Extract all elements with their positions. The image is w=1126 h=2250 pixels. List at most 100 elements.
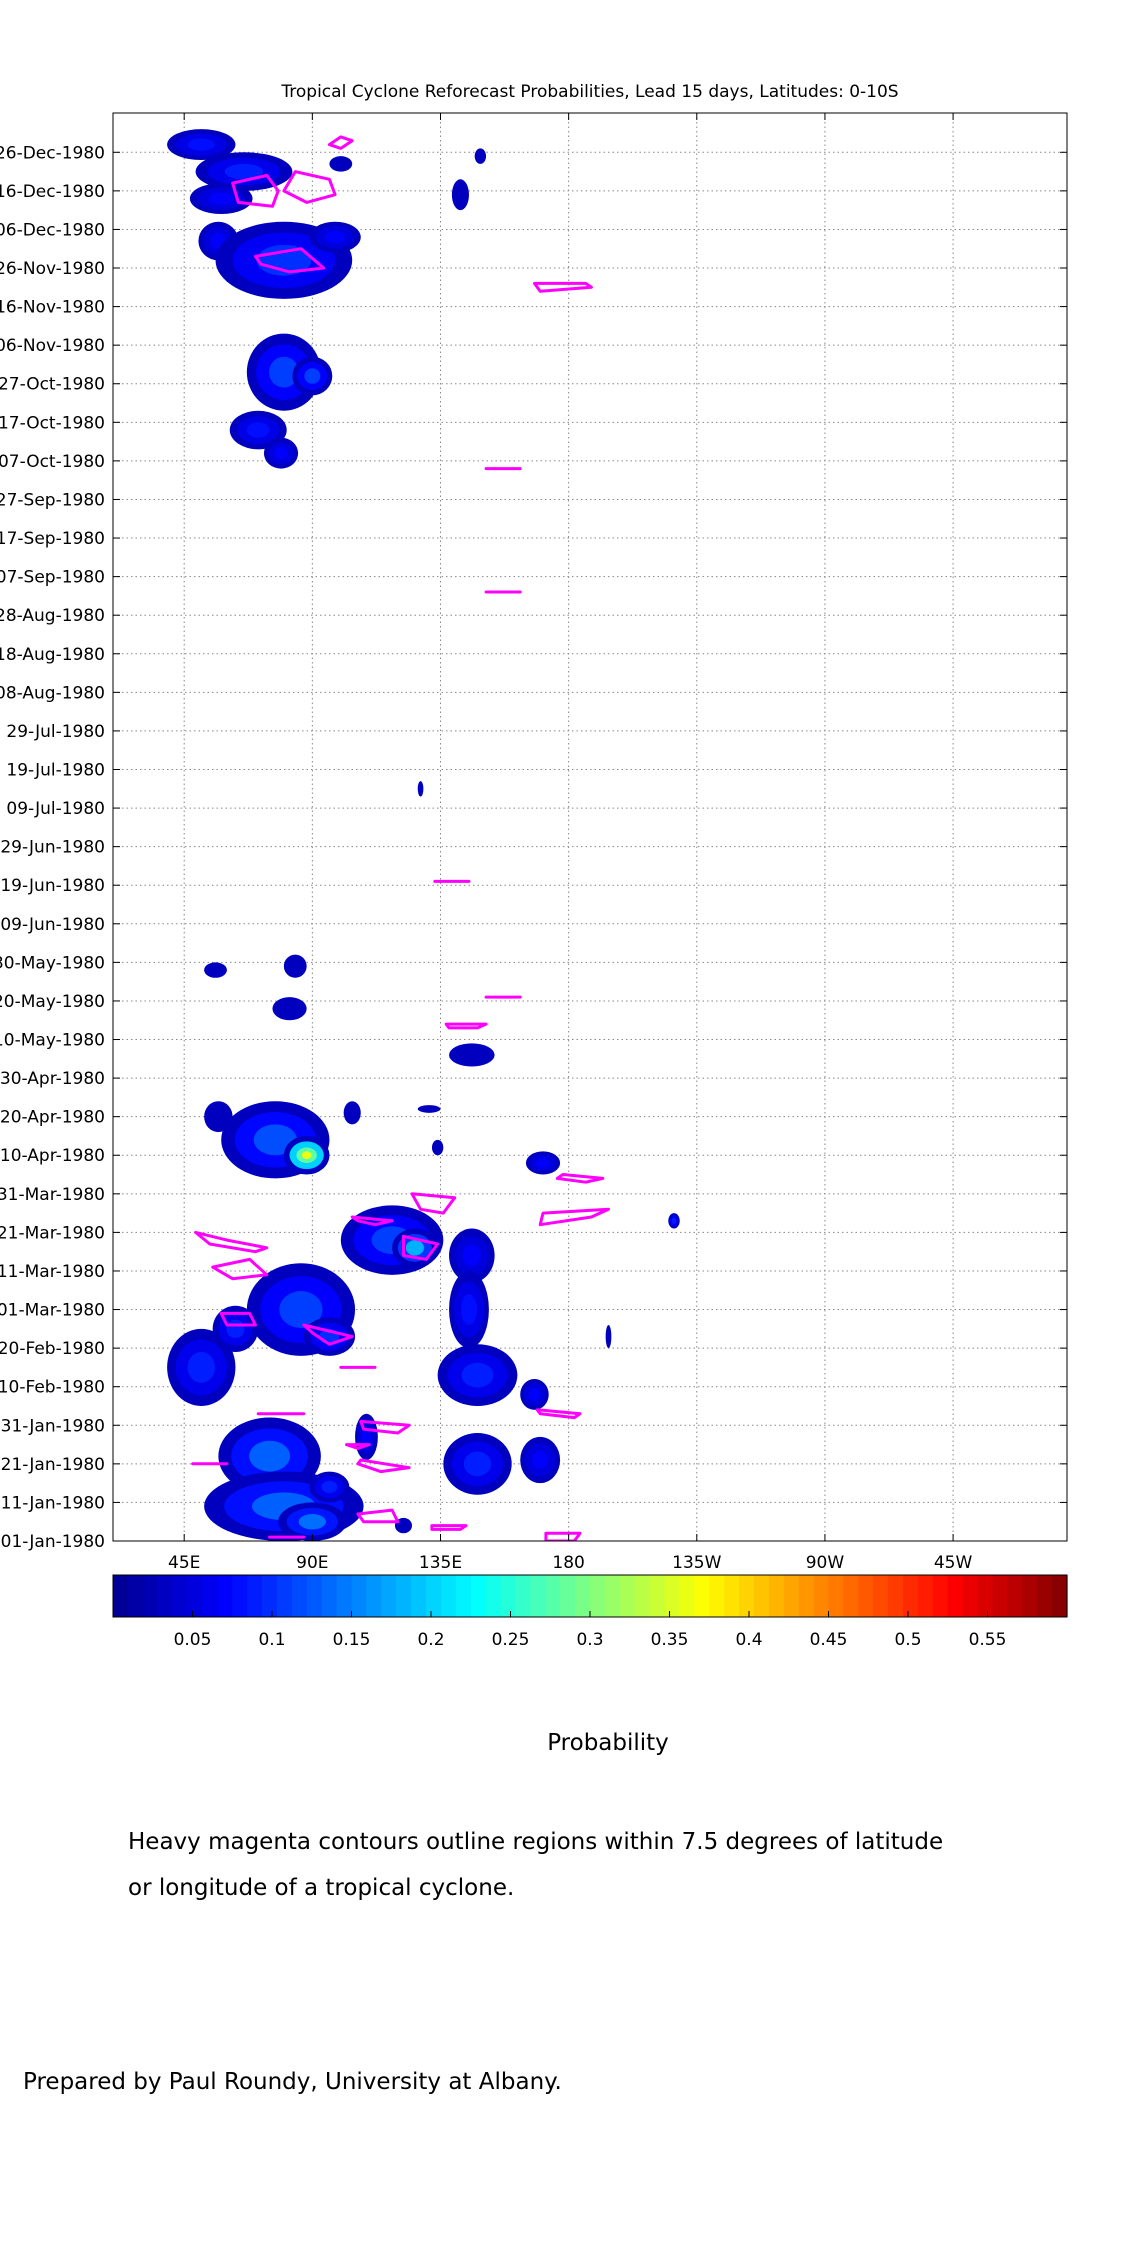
- y-tick-label: 29-Jun-1980: [0, 838, 105, 858]
- probability-blob: [272, 997, 307, 1021]
- colorbar-swatch: [560, 1575, 576, 1617]
- y-tick-label: 19-Jul-1980: [6, 760, 105, 780]
- y-tick-label: 20-Apr-1980: [0, 1108, 105, 1128]
- x-tick-label: 135W: [672, 1553, 721, 1573]
- colorbar-swatch: [411, 1575, 427, 1617]
- cyclone-contour: [327, 135, 354, 150]
- cyclone-contour: [402, 1234, 440, 1261]
- cyclone-contour: [555, 1173, 605, 1184]
- cyclone-contour: [356, 1508, 400, 1524]
- colorbar-tick-label: 0.2: [417, 1630, 444, 1650]
- colorbar-swatch: [1052, 1575, 1068, 1617]
- colorbar-swatch: [291, 1575, 308, 1617]
- colorbar-swatch: [664, 1575, 681, 1617]
- colorbar-swatch: [813, 1575, 830, 1617]
- probability-blob-peak: [269, 356, 299, 388]
- probability-blob: [204, 962, 227, 978]
- probability-blob-peak: [224, 163, 264, 180]
- colorbar-tick-label: 0.3: [576, 1630, 603, 1650]
- probability-blob: [449, 1043, 495, 1067]
- colorbar-tick-label: 0.55: [969, 1630, 1007, 1650]
- colorbar-swatch: [396, 1575, 412, 1617]
- colorbar-swatch: [843, 1575, 859, 1617]
- colorbar-swatch: [336, 1575, 353, 1617]
- probability-blob-peak: [187, 138, 215, 151]
- colorbar-swatch: [127, 1575, 144, 1617]
- colorbar-swatch: [381, 1575, 397, 1617]
- colorbar-swatch: [530, 1575, 546, 1617]
- probability-blob: [451, 179, 469, 211]
- y-tick-label: 10-May-1980: [0, 1031, 105, 1051]
- y-tick-label: 10-Feb-1980: [0, 1378, 105, 1398]
- y-tick-label: 17-Oct-1980: [0, 413, 105, 433]
- cyclone-contour: [194, 1230, 269, 1254]
- cyclone-contour: [231, 173, 280, 208]
- cyclone-contour: [211, 1257, 269, 1281]
- y-tick-label: 06-Dec-1980: [0, 220, 105, 240]
- colorbar-swatch: [217, 1575, 233, 1617]
- probability-blob-peak: [463, 1451, 492, 1477]
- colorbar-swatch: [276, 1575, 293, 1617]
- colorbar-tick-label: 0.35: [651, 1630, 689, 1650]
- colorbar-swatch: [649, 1575, 666, 1617]
- probability-blob-peak: [460, 1294, 477, 1325]
- colorbar-swatch: [232, 1575, 248, 1617]
- plot-frame: [112, 112, 1068, 1542]
- colorbar-swatch: [142, 1575, 159, 1617]
- colorbar-swatch: [739, 1575, 755, 1617]
- y-tick-label: 09-Jul-1980: [6, 799, 105, 819]
- colorbar-swatch: [619, 1575, 636, 1617]
- probability-blob-peak: [187, 1351, 215, 1383]
- colorbar-ticks: 0.05 0.1 0.15 0.2 0.25 0.3 0.35 0.4 0.45 0.5 0.55: [174, 1611, 1007, 1650]
- colorbar-swatch: [157, 1575, 174, 1617]
- colorbar-swatch: [515, 1575, 531, 1617]
- colorbar-tick-label: 0.25: [492, 1630, 530, 1650]
- y-tick-label: 27-Oct-1980: [0, 375, 105, 395]
- probability-blob-peak: [462, 1244, 481, 1267]
- cyclone-contour: [356, 1458, 411, 1474]
- colorbar-swatch: [485, 1575, 502, 1617]
- probability-blob-peak: [536, 1158, 550, 1168]
- credit-text: Prepared by Paul Roundy, University at A…: [23, 2069, 562, 2095]
- colorbar-swatch: [366, 1575, 382, 1617]
- x-tick-label: 90E: [296, 1553, 328, 1573]
- y-tick-label: 19-Jun-1980: [0, 876, 105, 896]
- cyclone-contour: [359, 1419, 411, 1435]
- colorbar-label: Probability: [547, 1730, 669, 1756]
- colorbar-swatch: [694, 1575, 710, 1617]
- y-tick-label: 30-May-1980: [0, 953, 105, 973]
- y-tick-label: 07-Sep-1980: [0, 568, 105, 588]
- probability-blob-peak: [361, 1427, 372, 1447]
- colorbar-swatch: [888, 1575, 904, 1617]
- y-tick-label: 01-Jan-1980: [1, 1532, 105, 1552]
- cyclone-contour: [345, 1443, 371, 1450]
- colorbar-swatch: [753, 1575, 770, 1617]
- colorbar-swatch: [306, 1575, 323, 1617]
- y-axis: 26-Dec-1980 16-Dec-1980 06-Dec-1980 26-Nov-…: [0, 143, 1067, 1552]
- probability-blob: [417, 1105, 441, 1113]
- colorbar-swatch: [247, 1575, 263, 1617]
- x-tick-label: 135E: [419, 1553, 462, 1573]
- cyclone-contour: [410, 1192, 457, 1215]
- colorbar-swatch: [903, 1575, 919, 1617]
- probability-blob-peak: [405, 1240, 424, 1256]
- caption: Heavy magenta contours outline regions w…: [128, 1819, 948, 1911]
- probability-blob-peak: [461, 1362, 494, 1388]
- cyclone-contour: [430, 1524, 468, 1531]
- y-tick-label: 17-Sep-1980: [0, 529, 105, 549]
- y-tick-label: 16-Dec-1980: [0, 182, 105, 202]
- colorbar-swatch: [709, 1575, 725, 1617]
- probability-blob: [283, 954, 307, 978]
- colorbar-swatch: [917, 1575, 934, 1617]
- y-tick-label: 20-Feb-1980: [0, 1339, 105, 1359]
- probability-blob: [431, 1139, 444, 1156]
- x-tick-label: 45W: [934, 1553, 973, 1573]
- colorbar-swatch: [545, 1575, 561, 1617]
- colorbar-swatch: [575, 1575, 591, 1617]
- cyclone-contour: [350, 1215, 394, 1227]
- caption-line: or longitude of a tropical cyclone.: [128, 1875, 515, 1901]
- colorbar-tick-label: 0.15: [333, 1630, 371, 1650]
- y-tick-label: 27-Sep-1980: [0, 490, 105, 510]
- colorbar-swatch: [455, 1575, 472, 1617]
- x-tick-label: 90W: [806, 1553, 845, 1573]
